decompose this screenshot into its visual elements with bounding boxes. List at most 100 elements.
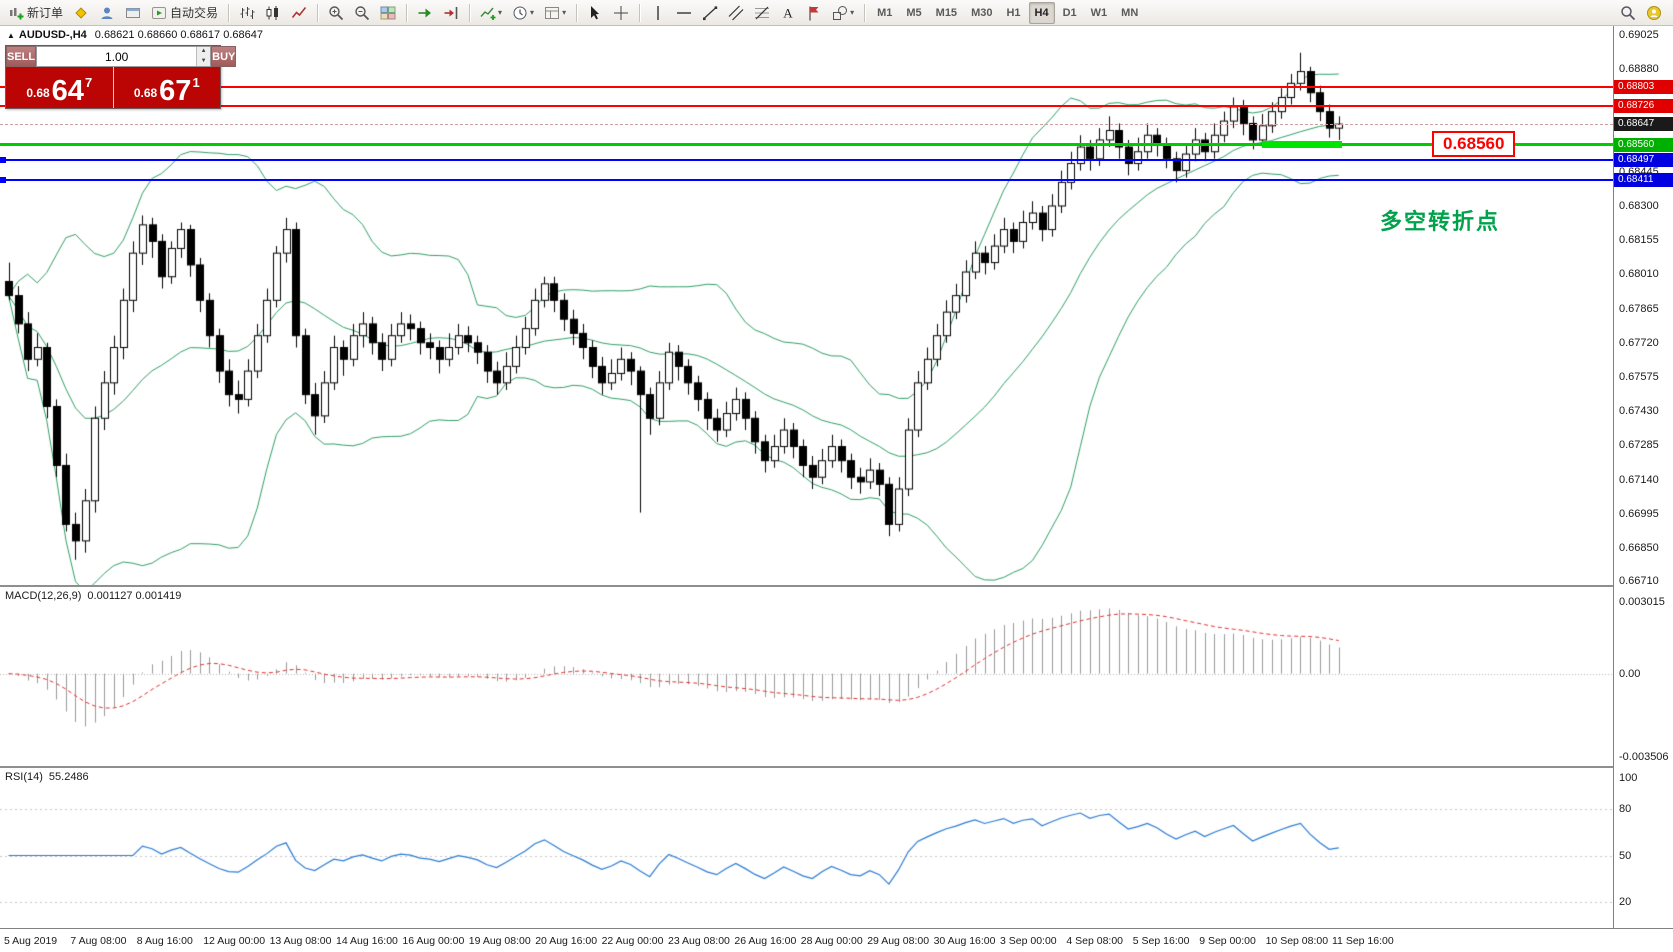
text-icon: A <box>780 5 796 21</box>
indicators-button[interactable]: ▾ <box>476 1 506 25</box>
green-highlight-segment[interactable] <box>1262 141 1342 148</box>
cursor-icon <box>587 5 603 21</box>
current-price-line <box>0 124 1613 125</box>
time-axis-label: 29 Aug 08:00 <box>867 935 930 947</box>
time-axis-label: 4 Sep 08:00 <box>1066 935 1124 947</box>
zoom-in-button[interactable] <box>324 1 348 25</box>
periods-button[interactable]: ▾ <box>508 1 538 25</box>
sell-button[interactable]: SELL <box>6 46 37 67</box>
equidistant-channel-button[interactable] <box>724 1 748 25</box>
candles-chart-icon <box>265 5 281 21</box>
price-scale-tick: 0.66710 <box>1619 574 1659 587</box>
rsi-scale-label: 80 <box>1619 803 1632 815</box>
trendline-button[interactable] <box>698 1 722 25</box>
toolbar-separator <box>469 3 471 22</box>
tile-windows-button[interactable] <box>376 1 400 25</box>
time-axis-label: 26 Aug 16:00 <box>734 935 797 947</box>
shapes-button[interactable]: ▾ <box>828 1 858 25</box>
macd-scale-label: 0.00 <box>1619 667 1641 680</box>
price-scale-tick: 0.68155 <box>1619 234 1659 247</box>
dropdown-caret-icon[interactable]: ▾ <box>562 8 567 17</box>
toolbar-separator <box>317 3 319 22</box>
sell-price-display[interactable]: 0.68 64 7 <box>6 67 114 108</box>
timeframe-m1-button[interactable]: M1 <box>877 6 893 19</box>
dropdown-caret-icon[interactable]: ▾ <box>530 8 535 17</box>
bar-chart-mode-button[interactable] <box>235 1 259 25</box>
resistance-line-2[interactable] <box>0 104 1613 107</box>
autotrading-icon <box>151 5 167 21</box>
chart-shift-button[interactable] <box>439 1 463 25</box>
time-axis-label: 14 Aug 16:00 <box>336 935 398 947</box>
buy-price-prefix: 0.68 <box>133 86 158 100</box>
vertical-line-button[interactable] <box>646 1 670 25</box>
metaeditor-icon <box>73 5 89 21</box>
one-click-collapse-arrow[interactable]: ▲ <box>7 31 15 40</box>
support-line-2[interactable] <box>0 178 1613 181</box>
search-button[interactable] <box>1616 1 1640 25</box>
dropdown-caret-icon[interactable]: ▾ <box>850 8 855 17</box>
volume-down-button[interactable]: ▼ <box>197 56 211 66</box>
candle-chart-mode-button[interactable] <box>261 1 285 25</box>
dropdown-caret-icon[interactable]: ▾ <box>498 8 503 17</box>
price-scale-tick: 0.67285 <box>1619 439 1659 452</box>
price-scale-tick: 0.67865 <box>1619 302 1659 315</box>
resistance-line-2-price-tag: 0.68726 <box>1614 98 1673 113</box>
price-callout-box[interactable]: 0.68560 <box>1432 131 1516 157</box>
support-line-1[interactable] <box>0 158 1613 161</box>
auto-scroll-button[interactable] <box>413 1 437 25</box>
timeframe-m30-button[interactable]: M30 <box>971 6 993 19</box>
pivot-green-line-price-tag: 0.68560 <box>1614 137 1673 152</box>
volume-input[interactable] <box>37 47 197 66</box>
profile-button[interactable] <box>95 1 119 25</box>
crosshair-button[interactable] <box>609 1 633 25</box>
macd-scale-label: -0.003506 <box>1619 751 1669 763</box>
timeframe-m15-button[interactable]: M15 <box>935 6 958 19</box>
buy-price-display[interactable]: 0.68 67 1 <box>113 67 220 108</box>
resistance-line-1[interactable] <box>0 86 1613 89</box>
svg-text:A: A <box>783 5 793 20</box>
zoom-out-button[interactable] <box>350 1 374 25</box>
panel-separator-rsi[interactable] <box>0 766 1673 768</box>
horizontal-line-button[interactable] <box>672 1 696 25</box>
templates-button[interactable]: ▾ <box>540 1 570 25</box>
label-tool-button[interactable] <box>802 1 826 25</box>
tile-windows-icon <box>380 5 396 21</box>
auto-trading-button[interactable]: 自动交易 <box>147 1 222 25</box>
timeframe-h1-button[interactable]: H1 <box>1006 6 1021 19</box>
data-window-button[interactable] <box>121 1 145 25</box>
price-chart-canvas[interactable] <box>0 26 1613 585</box>
price-scale[interactable]: 0.69025 0.68880 0.68445 0.68300 0.68155 0.680… <box>1613 26 1673 952</box>
support-line-1-handle[interactable] <box>0 156 6 163</box>
cursor-button[interactable] <box>583 1 607 25</box>
metaeditor-button[interactable] <box>69 1 93 25</box>
time-axis-label: 30 Aug 16:00 <box>933 935 996 947</box>
timeframe-mn-button[interactable]: MN <box>1121 6 1139 19</box>
rsi-indicator-canvas[interactable] <box>0 768 1613 928</box>
volume-up-button[interactable]: ▲ <box>197 47 211 57</box>
macd-indicator-canvas[interactable] <box>0 587 1613 766</box>
timeframe-m5-button[interactable]: M5 <box>906 6 922 19</box>
time-axis-label: 9 Sep 00:00 <box>1199 935 1256 947</box>
buy-button[interactable]: BUY <box>211 46 237 67</box>
line-chart-mode-button[interactable] <box>287 1 311 25</box>
time-axis-label: 19 Aug 08:00 <box>468 935 531 947</box>
time-axis[interactable]: 5 Aug 2019 7 Aug 08:00 8 Aug 16:00 12 Aug 0… <box>0 928 1673 952</box>
new-order-button[interactable]: 新订单 <box>4 1 67 25</box>
fibonacci-button[interactable] <box>750 1 774 25</box>
timeframe-w1-button[interactable]: W1 <box>1090 6 1108 19</box>
pivot-green-line[interactable] <box>0 143 1613 147</box>
price-scale-tick: 0.67575 <box>1619 370 1659 383</box>
text-tool-button[interactable]: A <box>776 1 800 25</box>
price-scale-tick: 0.68010 <box>1619 268 1659 281</box>
support-line-2-handle[interactable] <box>0 176 6 183</box>
price-scale-tick: 0.67140 <box>1619 473 1659 486</box>
panel-separator-macd[interactable] <box>0 585 1673 587</box>
toolbar-separator <box>576 3 578 22</box>
timeframe-h4-button[interactable]: H4 <box>1028 1 1055 24</box>
timeframe-d1-button[interactable]: D1 <box>1062 6 1077 19</box>
community-button[interactable] <box>1642 1 1666 25</box>
chart-annotation-text[interactable]: 多空转折点 <box>1380 209 1501 234</box>
time-axis-label: 13 Aug 08:00 <box>269 935 332 947</box>
support-line-1-price-tag: 0.68497 <box>1614 152 1673 167</box>
